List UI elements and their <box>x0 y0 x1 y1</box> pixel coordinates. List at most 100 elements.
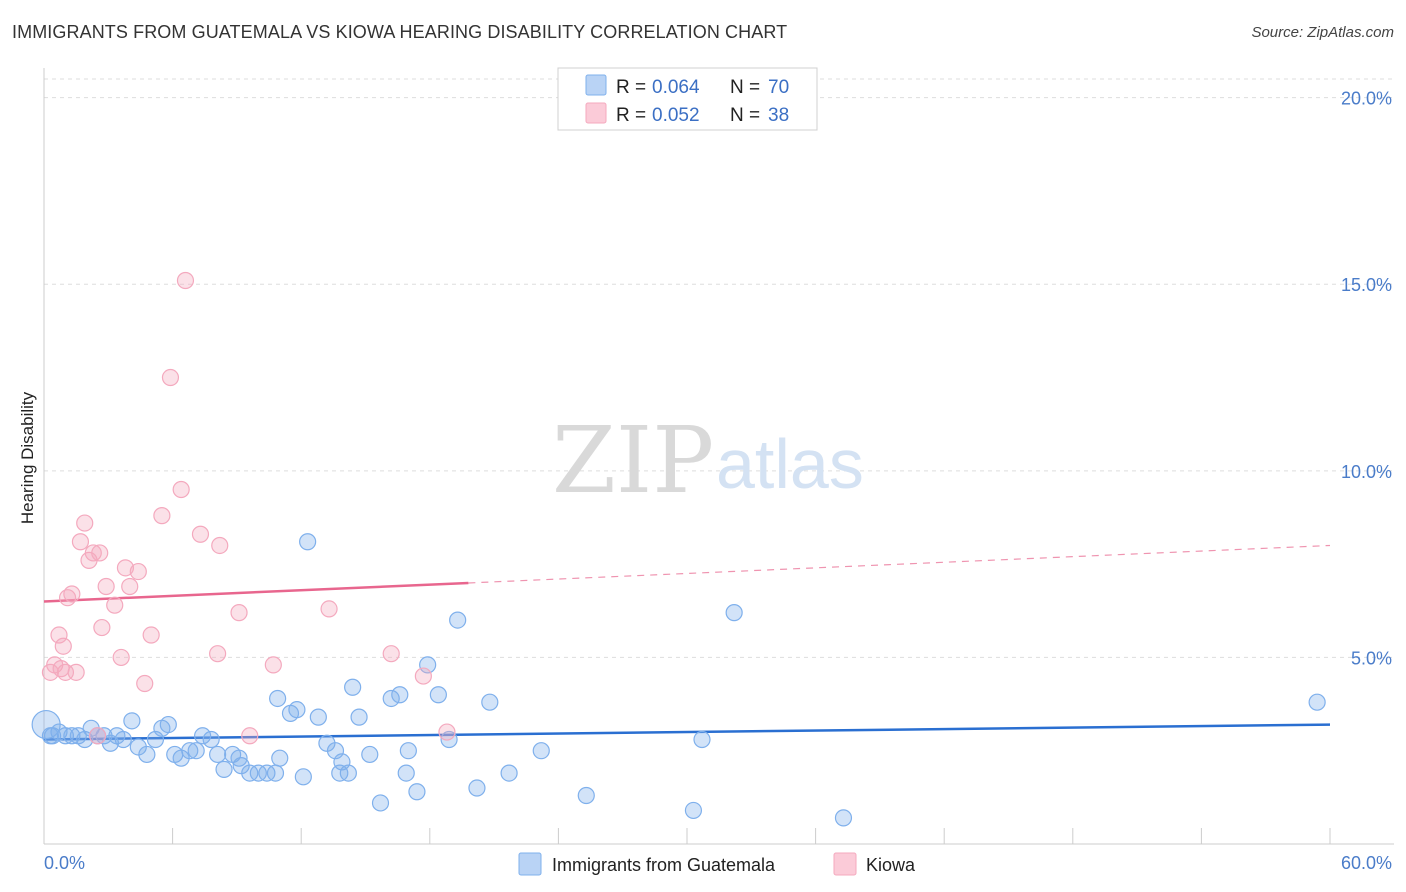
point-guatemala <box>56 727 75 745</box>
watermark: ZIP atlas <box>552 407 864 514</box>
point-kiowa <box>121 577 139 596</box>
point-guatemala <box>299 533 317 551</box>
point-kiowa <box>136 674 154 693</box>
point-kiowa <box>142 626 160 644</box>
point-guatemala <box>209 745 227 764</box>
point-kiowa <box>52 660 70 678</box>
y-tick-label: 20.0% <box>1341 89 1392 109</box>
point-kiowa <box>211 536 229 555</box>
point-guatemala <box>391 686 409 704</box>
point-guatemala <box>63 727 81 745</box>
point-guatemala <box>361 745 379 764</box>
point-guatemala <box>481 693 499 711</box>
point-guatemala <box>159 715 177 734</box>
point-kiowa <box>161 368 180 387</box>
point-kiowa <box>106 596 124 614</box>
data-points <box>31 271 1326 827</box>
point-guatemala <box>202 730 220 749</box>
point-kiowa <box>438 723 456 741</box>
point-guatemala <box>408 783 426 801</box>
point-guatemala <box>123 712 141 730</box>
point-guatemala <box>725 604 743 622</box>
legend-r-label-kiowa: R = <box>616 105 646 126</box>
point-kiowa <box>88 727 107 745</box>
point-kiowa <box>84 544 102 562</box>
point-kiowa <box>209 645 227 663</box>
point-guatemala <box>344 678 362 696</box>
point-guatemala <box>577 786 595 805</box>
point-kiowa <box>50 626 68 644</box>
x-tick-label-max: 60.0% <box>1341 853 1392 873</box>
point-guatemala <box>371 794 390 812</box>
chart-title: IMMIGRANTS FROM GUATEMALA VS KIOWA HEARI… <box>12 22 788 42</box>
trend-line-kiowa <box>43 581 469 603</box>
point-kiowa <box>230 604 248 622</box>
series-legend-swatch-kiowa <box>833 852 857 876</box>
point-guatemala <box>399 742 417 760</box>
legend-n-label-kiowa: N = <box>730 105 760 126</box>
point-guatemala <box>294 768 312 786</box>
point-guatemala <box>468 779 486 797</box>
point-kiowa <box>264 656 282 674</box>
legend-box: R = 0.064 N = 70 R = 0.052 N = 38 <box>557 67 818 131</box>
legend-swatch-kiowa <box>585 102 607 124</box>
point-guatemala <box>419 656 437 674</box>
point-guatemala <box>309 708 327 726</box>
watermark-atlas: atlas <box>716 425 864 503</box>
point-guatemala <box>693 730 711 749</box>
point-guatemala <box>350 708 368 726</box>
legend-n-label-guatemala: N = <box>730 77 760 98</box>
point-kiowa <box>382 645 400 663</box>
point-guatemala <box>187 742 205 760</box>
y-tick-label: 15.0% <box>1341 275 1392 295</box>
point-guatemala <box>230 749 248 767</box>
point-guatemala <box>331 764 349 782</box>
point-kiowa <box>112 648 130 667</box>
legend-swatch-guatemala <box>585 74 607 96</box>
point-guatemala <box>288 701 306 719</box>
watermark-zip: ZIP <box>552 407 714 514</box>
point-guatemala <box>266 764 285 782</box>
point-kiowa <box>116 559 135 577</box>
legend-n-value-kiowa: 38 <box>768 105 789 126</box>
trend-line-extrapolated-kiowa <box>468 544 1331 584</box>
point-kiowa <box>93 618 111 637</box>
point-kiowa <box>241 727 259 745</box>
point-guatemala <box>834 809 853 827</box>
point-guatemala <box>429 686 447 704</box>
point-kiowa <box>176 271 195 290</box>
y-axis-label: Hearing Disability <box>18 391 37 524</box>
point-kiowa <box>129 562 147 581</box>
x-tick-label-min: 0.0% <box>44 853 85 873</box>
point-kiowa <box>91 544 109 562</box>
point-guatemala <box>397 764 415 782</box>
grid-lines <box>44 78 1394 658</box>
point-guatemala <box>684 801 703 820</box>
y-tick-labels: 5.0% 10.0% 15.0% 20.0% <box>1341 89 1392 669</box>
point-guatemala <box>114 730 132 749</box>
series-legend-label-kiowa: Kiowa <box>866 855 916 875</box>
point-guatemala <box>194 727 212 745</box>
point-guatemala <box>532 742 550 760</box>
point-guatemala <box>271 749 289 767</box>
trend-lines <box>43 544 1331 741</box>
point-guatemala <box>138 745 156 764</box>
point-kiowa <box>97 577 115 596</box>
point-guatemala <box>41 727 60 745</box>
series-legend: Immigrants from Guatemala Kiowa <box>518 852 916 876</box>
legend-r-label-guatemala: R = <box>616 77 646 98</box>
y-tick-label: 5.0% <box>1351 648 1392 668</box>
trend-line-guatemala <box>43 723 1331 741</box>
legend-r-value-guatemala: 0.064 <box>652 77 700 98</box>
point-guatemala <box>1308 693 1326 711</box>
point-guatemala <box>181 742 199 760</box>
point-kiowa <box>191 525 210 543</box>
point-kiowa <box>63 585 81 603</box>
series-legend-label-guatemala: Immigrants from Guatemala <box>552 855 776 875</box>
point-guatemala <box>215 760 233 778</box>
point-kiowa <box>71 533 90 551</box>
chart-source: Source: ZipAtlas.com <box>1251 24 1394 41</box>
point-guatemala <box>269 689 287 708</box>
point-kiowa <box>76 514 94 532</box>
